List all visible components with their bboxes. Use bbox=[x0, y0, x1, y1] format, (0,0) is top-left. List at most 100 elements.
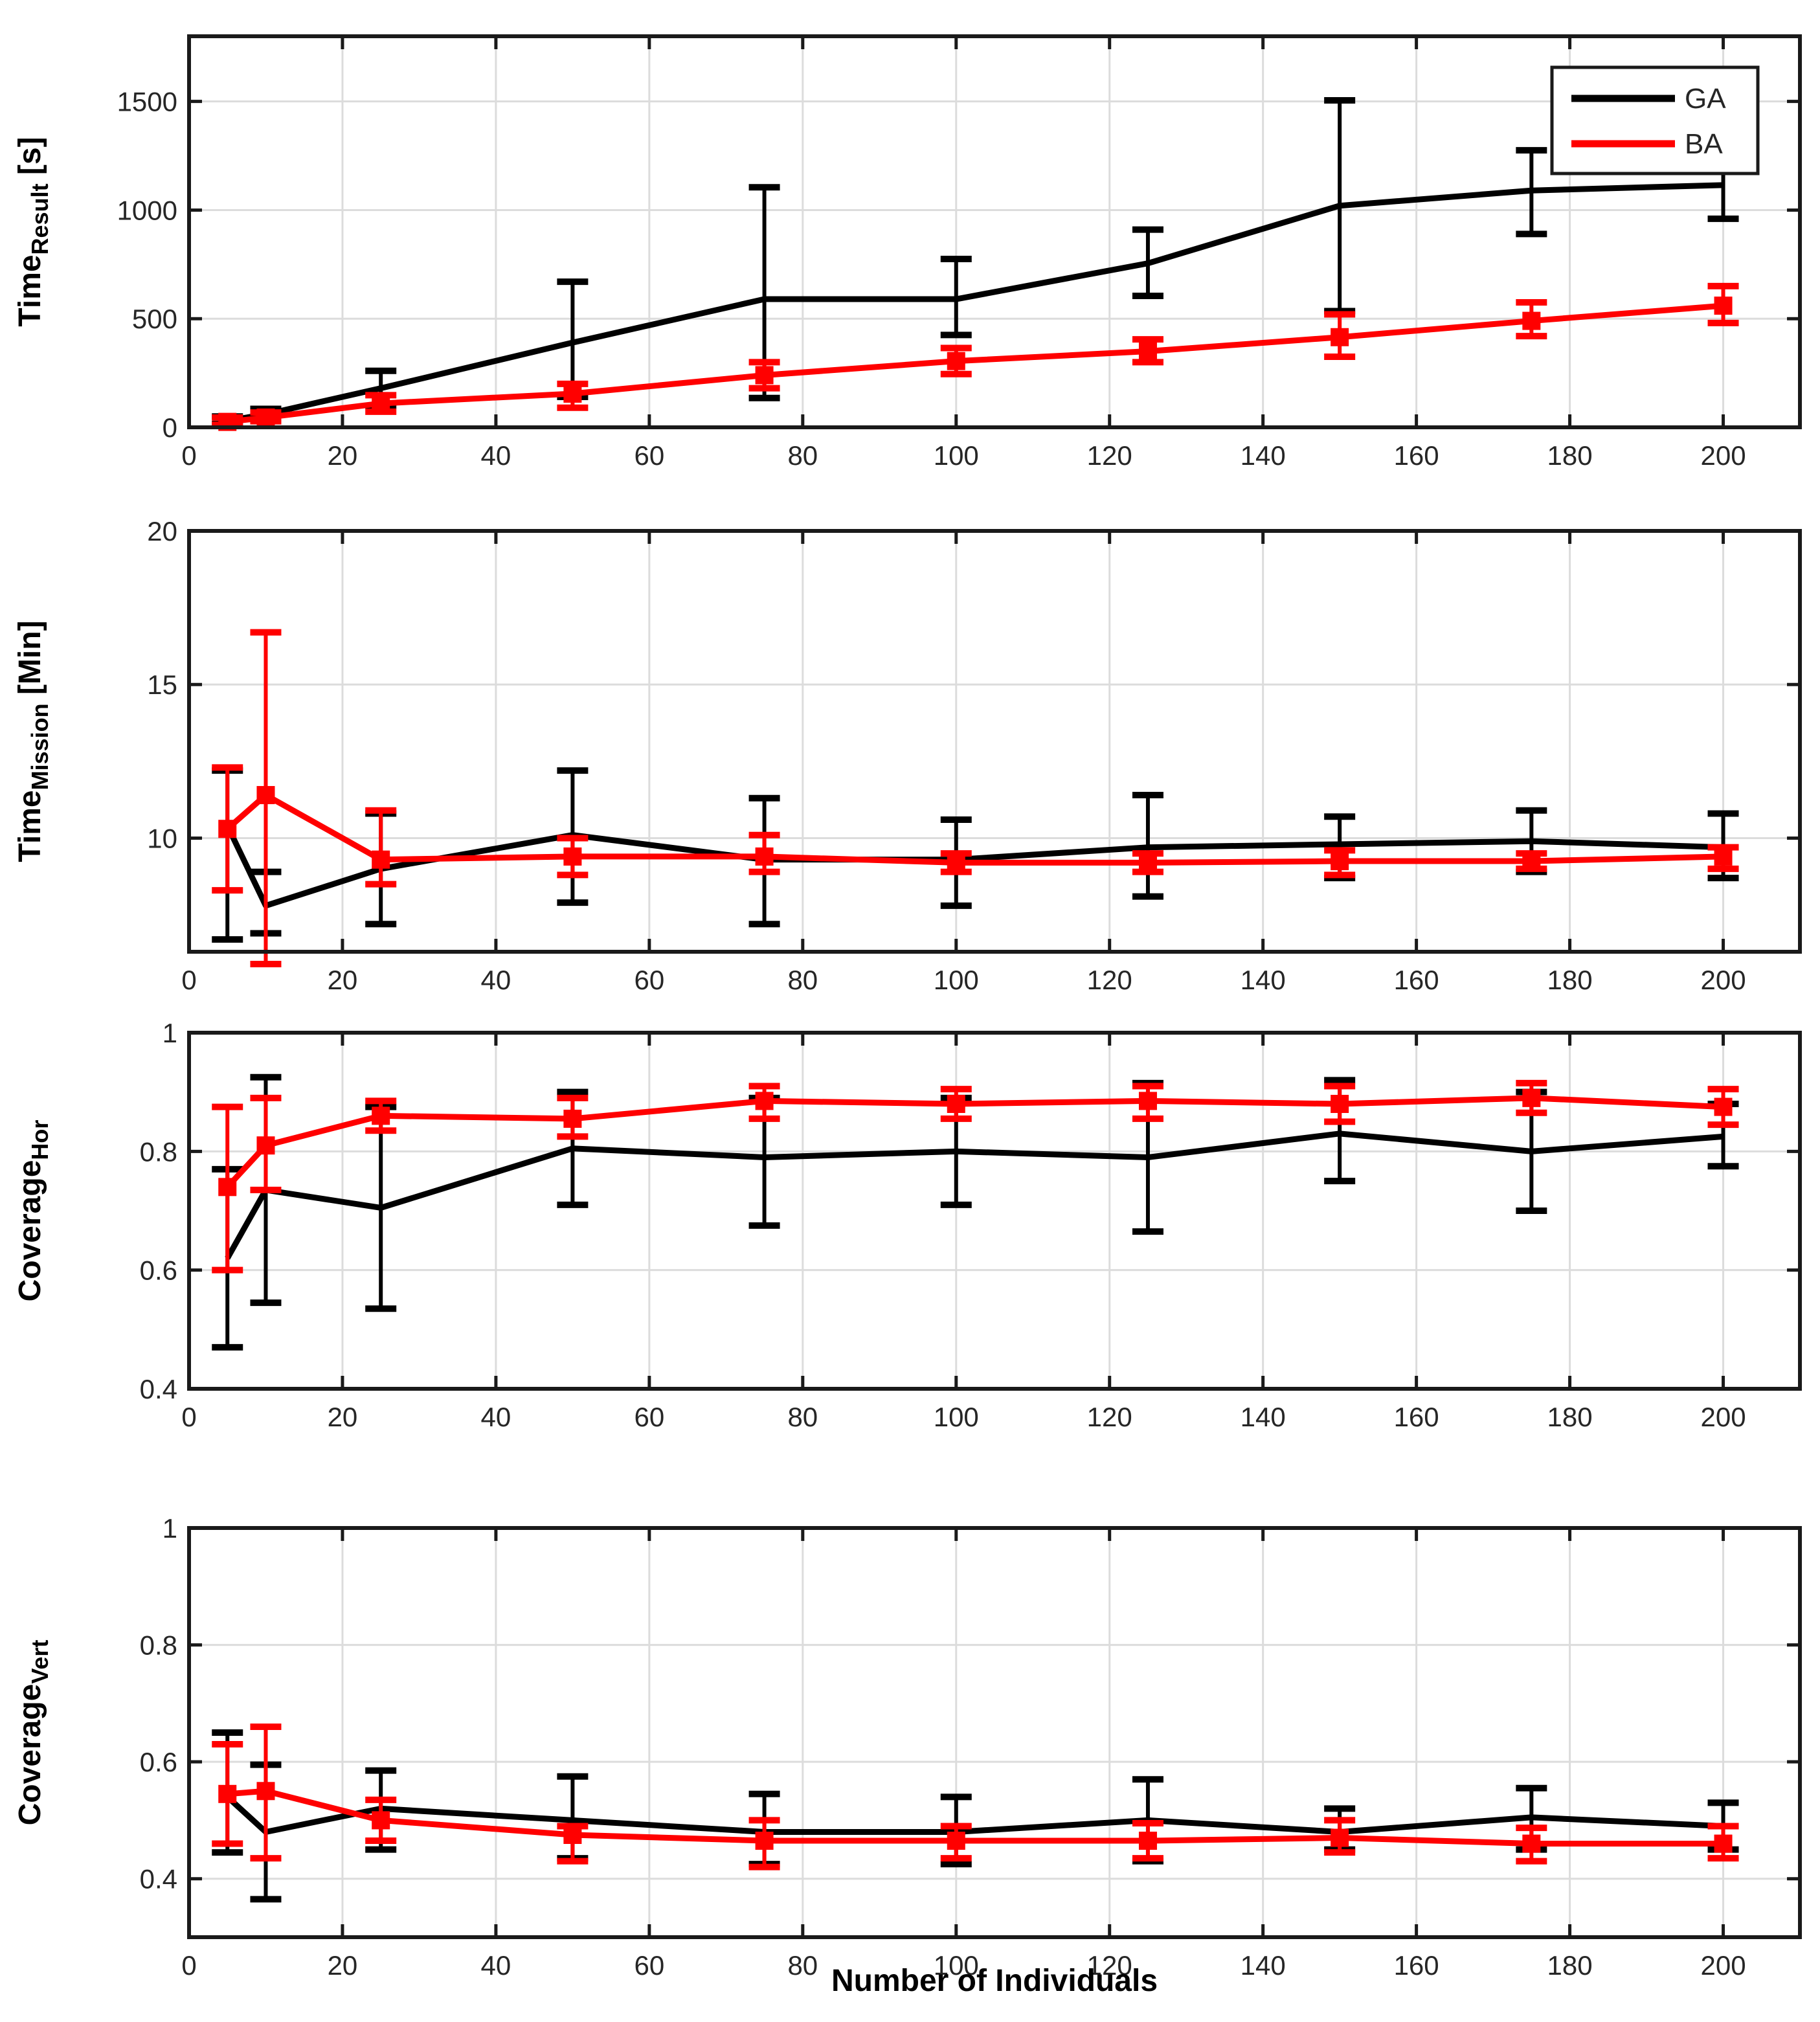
data-point-marker bbox=[947, 1832, 965, 1850]
x-tick-label: 100 bbox=[934, 965, 979, 995]
series-ba bbox=[212, 282, 1739, 431]
legend-box bbox=[1550, 65, 1760, 175]
legend-label-ba: BA bbox=[1685, 128, 1723, 160]
x-tick-label: 100 bbox=[934, 1402, 979, 1432]
y-tick-label: 1 bbox=[163, 1513, 177, 1544]
axes-box bbox=[187, 529, 1802, 954]
y-axis-label: TimeResult [s] bbox=[13, 137, 53, 326]
data-point-marker bbox=[563, 847, 582, 866]
series-line-ga bbox=[225, 1130, 1724, 1260]
x-tick-label: 60 bbox=[634, 1402, 664, 1432]
data-point-marker bbox=[755, 366, 774, 385]
data-point-marker bbox=[1522, 852, 1541, 871]
data-point-marker bbox=[1331, 852, 1349, 871]
series-line-ba bbox=[227, 1788, 1724, 1847]
y-tick-label: 1500 bbox=[117, 87, 177, 117]
x-tick-label: 120 bbox=[1087, 440, 1132, 471]
data-point-marker bbox=[1714, 847, 1733, 866]
x-tick-label: 180 bbox=[1547, 965, 1593, 995]
tick-marks bbox=[187, 1031, 1800, 1391]
data-point-marker bbox=[372, 1811, 390, 1830]
data-point-marker bbox=[256, 786, 275, 805]
data-point-marker bbox=[218, 820, 237, 838]
x-tick-label: 160 bbox=[1394, 1402, 1439, 1432]
y-tick-label: 0.4 bbox=[140, 1864, 177, 1894]
x-tick-label: 0 bbox=[181, 965, 196, 995]
x-tick-label: 120 bbox=[1087, 965, 1132, 995]
axes-box bbox=[187, 34, 1802, 429]
data-point-marker bbox=[755, 1092, 774, 1110]
data-point-marker bbox=[1138, 1832, 1157, 1850]
panel-coverage-vert: 0 20 40 60 80 100 120 140 160 180 200 0.4 0.6 0.8 1 Cov… bbox=[13, 1513, 1802, 1981]
data-point-marker bbox=[563, 1109, 582, 1128]
x-tick-labels: 0 20 40 60 80 100 120 140 160 180 200 bbox=[181, 965, 1746, 995]
tick-marks bbox=[187, 529, 1800, 952]
panel-coverage-hor: 0 20 40 60 80 100 120 140 160 180 200 0.4 0.6 0.8 1 Cov… bbox=[13, 1018, 1802, 1432]
data-point-marker bbox=[1138, 853, 1157, 872]
x-tick-label: 160 bbox=[1394, 1950, 1439, 1981]
x-tick-labels: 0 20 40 60 80 100 120 140 160 180 200 bbox=[181, 1950, 1746, 1981]
y-axis-label: TimeMission [Min] bbox=[13, 620, 53, 862]
data-point-marker bbox=[1714, 1834, 1733, 1853]
x-tick-label: 20 bbox=[328, 1402, 358, 1432]
tick-marks bbox=[187, 36, 1800, 429]
x-tick-label: 180 bbox=[1547, 1950, 1593, 1981]
x-tick-label: 80 bbox=[787, 965, 818, 995]
x-tick-label: 160 bbox=[1394, 965, 1439, 995]
data-point-marker bbox=[563, 384, 582, 403]
x-tick-label: 200 bbox=[1700, 440, 1746, 471]
data-point-marker bbox=[218, 1178, 237, 1196]
x-tick-label: 180 bbox=[1547, 1402, 1593, 1432]
series-line-ba bbox=[225, 1095, 1724, 1189]
x-tick-labels: 0 20 40 60 80 100 120 140 160 180 200 bbox=[181, 440, 1746, 471]
x-tick-label: 140 bbox=[1241, 965, 1286, 995]
series-line-ba bbox=[227, 302, 1724, 425]
x-tick-label: 200 bbox=[1700, 1950, 1746, 1981]
data-point-marker bbox=[256, 1136, 275, 1155]
y-tick-label: 0.6 bbox=[140, 1255, 177, 1286]
y-tick-labels: 0 500 1000 1500 bbox=[117, 87, 177, 443]
data-point-marker bbox=[1331, 328, 1349, 346]
x-tick-label: 100 bbox=[934, 1950, 979, 1981]
panel-time-mission: 0 20 40 60 80 100 120 140 160 180 200 10 15 20 TimeMis… bbox=[13, 516, 1802, 995]
series-ba bbox=[212, 1079, 1739, 1274]
y-tick-label: 0 bbox=[163, 412, 177, 443]
x-tick-label: 100 bbox=[934, 440, 979, 471]
data-point-marker bbox=[755, 1832, 774, 1850]
x-tick-label: 40 bbox=[481, 440, 511, 471]
tick-marks bbox=[187, 1526, 1800, 1937]
data-point-marker bbox=[1522, 311, 1541, 330]
x-tick-label: 20 bbox=[328, 440, 358, 471]
data-point-marker bbox=[1331, 1828, 1349, 1847]
gridlines bbox=[189, 531, 1800, 952]
y-tick-label: 500 bbox=[132, 304, 177, 334]
data-point-marker bbox=[563, 1826, 582, 1844]
data-point-marker bbox=[1138, 342, 1157, 361]
data-point-marker bbox=[256, 408, 275, 427]
data-point-marker bbox=[755, 847, 774, 866]
data-point-marker bbox=[372, 1106, 390, 1125]
y-axis-label: CoverageHor bbox=[13, 1120, 53, 1302]
y-tick-label: 0.4 bbox=[140, 1374, 177, 1404]
y-tick-label: 10 bbox=[147, 823, 177, 853]
y-tick-label: 0.8 bbox=[140, 1136, 177, 1167]
x-tick-label: 120 bbox=[1087, 1402, 1132, 1432]
data-point-marker bbox=[1522, 1834, 1541, 1853]
x-tick-label: 200 bbox=[1700, 1402, 1746, 1432]
x-tick-label: 140 bbox=[1241, 440, 1286, 471]
legend: GA BA bbox=[1550, 65, 1760, 175]
x-tick-labels: 0 20 40 60 80 100 120 140 160 180 200 bbox=[181, 1402, 1746, 1432]
x-tick-label: 40 bbox=[481, 1402, 511, 1432]
x-tick-label: 40 bbox=[481, 965, 511, 995]
y-axis-label: CoverageVert bbox=[13, 1640, 53, 1826]
axes-box bbox=[187, 1526, 1802, 1939]
x-axis-label: Number of Individuals bbox=[831, 1964, 1158, 1998]
data-point-marker bbox=[1331, 1095, 1349, 1113]
data-point-marker bbox=[1522, 1088, 1541, 1107]
axes-box bbox=[187, 1031, 1802, 1391]
data-point-marker bbox=[372, 850, 390, 869]
data-point-marker bbox=[372, 394, 390, 413]
series-ga bbox=[212, 96, 1739, 427]
